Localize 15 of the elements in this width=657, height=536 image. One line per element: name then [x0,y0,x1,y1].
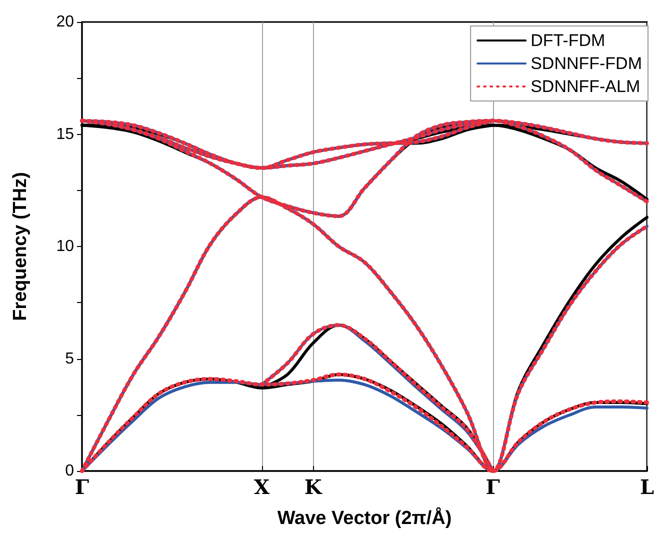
legend-label: DFT-FDM [530,31,606,50]
legend-label: SDNNFF-ALM [530,77,640,96]
y-tick-label: 20 [56,14,74,30]
x-axis-title: Wave Vector (2π/Å) [277,507,452,529]
y-axis-title: Frequency (THz) [10,172,31,321]
x-tick-label: L [640,475,654,499]
y-tick-label: 15 [56,126,74,143]
x-tick-label: Γ [486,475,500,499]
y-tick-label: 0 [65,462,74,480]
x-tick-label: K [304,475,322,499]
legend-label: SDNNFF-FDM [530,54,642,73]
x-tick-label: X [254,475,270,499]
y-tick-label: 10 [56,238,74,255]
y-tick-label: 5 [65,350,74,368]
x-tick-label: Γ [74,475,90,499]
